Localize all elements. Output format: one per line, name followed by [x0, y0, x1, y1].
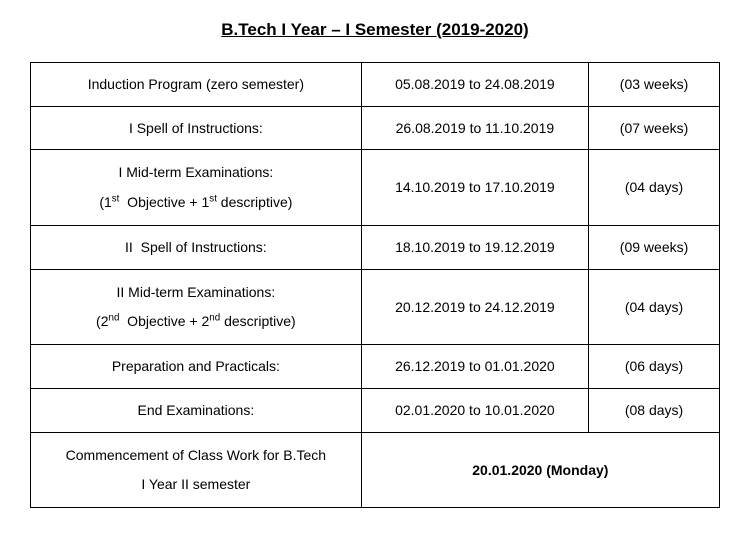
- event-duration: (08 days): [589, 388, 720, 432]
- footer-value: 20.01.2020 (Monday): [361, 432, 719, 508]
- page-title: B.Tech I Year – I Semester (2019-2020): [30, 20, 720, 40]
- table-row: II Spell of Instructions:18.10.2019 to 1…: [31, 225, 720, 269]
- event-label: Induction Program (zero semester): [31, 63, 362, 107]
- event-duration: (06 days): [589, 345, 720, 389]
- table-row: Preparation and Practicals:26.12.2019 to…: [31, 345, 720, 389]
- event-dates: 02.01.2020 to 10.01.2020: [361, 388, 588, 432]
- event-label: II Mid-term Examinations:(2nd Objective …: [31, 269, 362, 345]
- event-duration: (09 weeks): [589, 225, 720, 269]
- table-body: Induction Program (zero semester)05.08.2…: [31, 63, 720, 508]
- event-duration: (07 weeks): [589, 106, 720, 150]
- table-row: II Mid-term Examinations:(2nd Objective …: [31, 269, 720, 345]
- event-dates: 05.08.2019 to 24.08.2019: [361, 63, 588, 107]
- event-dates: 26.12.2019 to 01.01.2020: [361, 345, 588, 389]
- table-row: Induction Program (zero semester)05.08.2…: [31, 63, 720, 107]
- event-dates: 14.10.2019 to 17.10.2019: [361, 150, 588, 226]
- schedule-table: Induction Program (zero semester)05.08.2…: [30, 62, 720, 508]
- table-row: End Examinations:02.01.2020 to 10.01.202…: [31, 388, 720, 432]
- event-label: End Examinations:: [31, 388, 362, 432]
- event-dates: 18.10.2019 to 19.12.2019: [361, 225, 588, 269]
- event-label: Preparation and Practicals:: [31, 345, 362, 389]
- event-duration: (04 days): [589, 269, 720, 345]
- table-footer-row: Commencement of Class Work for B.TechI Y…: [31, 432, 720, 508]
- footer-label: Commencement of Class Work for B.TechI Y…: [31, 432, 362, 508]
- table-row: I Spell of Instructions:26.08.2019 to 11…: [31, 106, 720, 150]
- event-duration: (04 days): [589, 150, 720, 226]
- event-label: I Spell of Instructions:: [31, 106, 362, 150]
- table-row: I Mid-term Examinations:(1st Objective +…: [31, 150, 720, 226]
- event-label: II Spell of Instructions:: [31, 225, 362, 269]
- event-duration: (03 weeks): [589, 63, 720, 107]
- event-dates: 26.08.2019 to 11.10.2019: [361, 106, 588, 150]
- event-label: I Mid-term Examinations:(1st Objective +…: [31, 150, 362, 226]
- event-dates: 20.12.2019 to 24.12.2019: [361, 269, 588, 345]
